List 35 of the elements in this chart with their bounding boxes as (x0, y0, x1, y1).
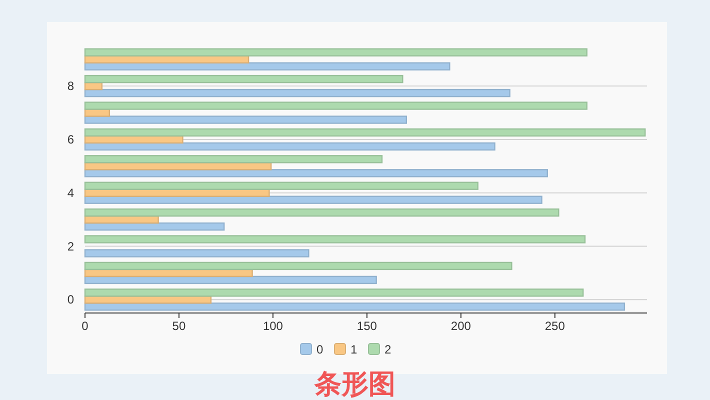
bar (84, 169, 548, 178)
x-tick-label: 0 (82, 319, 89, 333)
bar (84, 102, 588, 110)
bar (84, 62, 450, 70)
text: 条形图 (314, 369, 396, 400)
x-tick-label: 50 (172, 319, 186, 333)
bar (84, 116, 408, 124)
y-tick-label: 6 (67, 132, 74, 146)
legend-label: 2 (384, 342, 392, 356)
bar (84, 142, 496, 151)
bar (84, 88, 510, 98)
x-tick-label: 250 (544, 319, 566, 333)
bar (84, 288, 584, 297)
bar (84, 222, 225, 231)
bar (84, 48, 588, 56)
bar (84, 302, 626, 311)
y-tick-label: 0 (67, 292, 74, 307)
bar (84, 196, 542, 204)
bar (84, 249, 310, 258)
bar (84, 128, 646, 137)
bar (84, 208, 560, 217)
y-tick-label: 4 (67, 186, 74, 200)
y-tick-label: 2 (67, 239, 74, 254)
x-tick-label: 200 (450, 319, 472, 333)
bar (84, 262, 512, 270)
bar (84, 182, 478, 190)
bar (84, 276, 377, 284)
x-tick-label: 100 (262, 319, 284, 333)
legend-label: 0 (316, 342, 324, 356)
legend-label: 1 (350, 342, 358, 356)
x-tick-label: 150 (356, 319, 378, 333)
y-tick-label: 8 (67, 79, 74, 94)
bar (84, 155, 383, 164)
bar (84, 74, 404, 84)
bar (84, 235, 586, 244)
